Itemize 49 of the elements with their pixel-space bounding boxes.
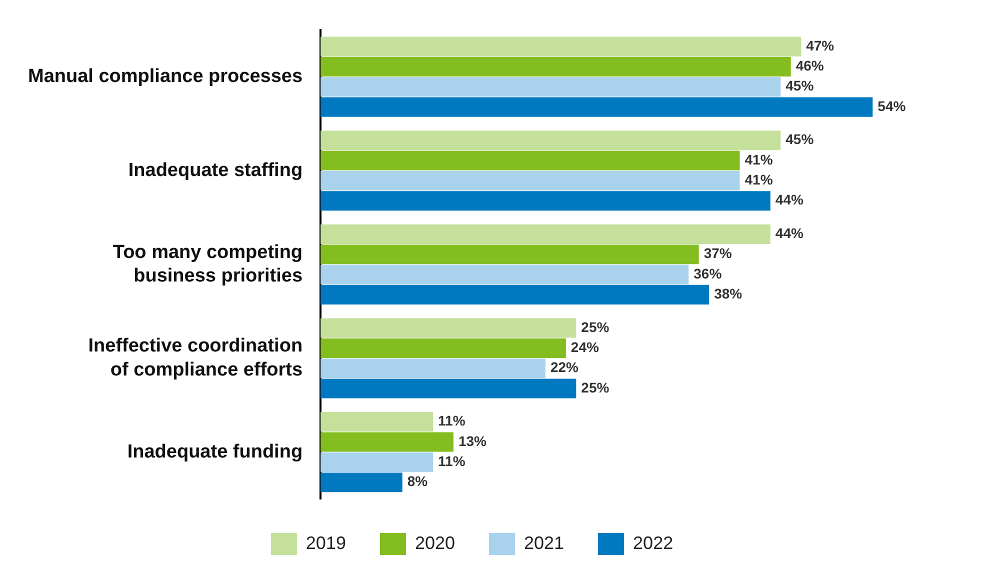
data-label: 44% xyxy=(775,225,804,242)
data-label: 45% xyxy=(786,78,814,94)
bar xyxy=(320,284,710,304)
legend-label: 2019 xyxy=(306,532,346,553)
legend-label: 2021 xyxy=(524,532,564,553)
bar xyxy=(320,170,740,190)
bar xyxy=(320,130,781,150)
legend-label: 2020 xyxy=(414,532,456,553)
y-tick-label: Manual compliance processes xyxy=(28,66,303,88)
data-label: 24% xyxy=(570,339,600,356)
bar xyxy=(320,318,576,338)
legend-label: 2022 xyxy=(633,532,674,553)
data-label: 41% xyxy=(744,172,774,188)
y-tick-label: Ineffective coordination of compliance efforts xyxy=(88,336,303,380)
y-tick-label: Inadequate staffing xyxy=(128,160,303,181)
bar xyxy=(320,452,434,472)
data-label: 11% xyxy=(438,412,466,429)
bar xyxy=(320,36,802,56)
data-label: 46% xyxy=(796,58,824,74)
data-label: 44% xyxy=(775,192,804,208)
bar xyxy=(320,432,454,452)
bar xyxy=(320,191,770,211)
bar xyxy=(320,244,699,264)
y-tick-label: Too many competing business priorities xyxy=(112,242,303,287)
data-label: 47% xyxy=(806,37,835,54)
data-label: 22% xyxy=(550,359,580,376)
bar xyxy=(320,378,576,398)
data-label: 8% xyxy=(407,473,428,490)
bar xyxy=(320,97,873,117)
data-label: 25% xyxy=(581,379,610,396)
bar xyxy=(320,77,781,97)
data-label: 38% xyxy=(714,286,743,302)
data-label: 54% xyxy=(878,98,906,114)
bar xyxy=(320,472,402,492)
bar xyxy=(320,150,740,170)
data-label: 13% xyxy=(458,432,488,449)
data-label: 37% xyxy=(704,245,732,262)
bar xyxy=(320,338,566,358)
bar xyxy=(320,224,770,244)
y-tick-label: Inadequate funding xyxy=(127,441,303,462)
data-label: 45% xyxy=(786,131,814,148)
data-label: 41% xyxy=(744,151,774,168)
data-label: 11% xyxy=(438,453,466,470)
data-label: 36% xyxy=(694,265,722,282)
bar xyxy=(320,412,434,432)
bar xyxy=(320,264,689,284)
bar xyxy=(320,358,546,378)
data-label: 25% xyxy=(581,318,610,335)
bar xyxy=(320,56,791,76)
